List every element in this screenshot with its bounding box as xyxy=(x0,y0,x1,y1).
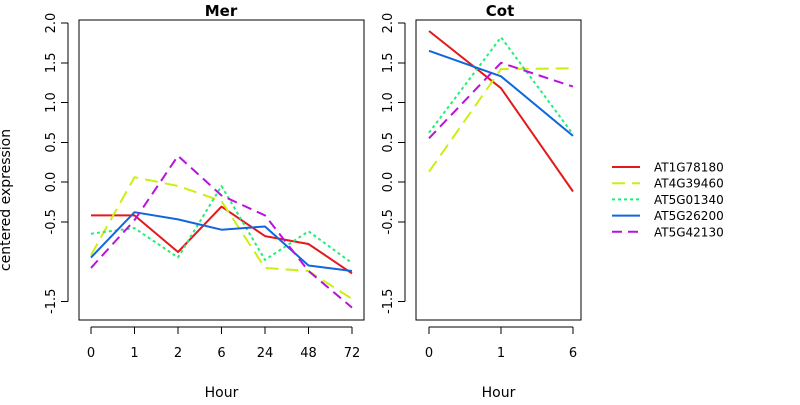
series-line-at5g42130 xyxy=(428,61,574,139)
y-tick-label: -1.5 xyxy=(44,289,59,314)
y-tick-label: 1.0 xyxy=(44,92,59,113)
y-tick-label: 1.0 xyxy=(381,92,396,113)
x-tick-label: 0 xyxy=(87,346,95,361)
legend-label: AT5G26200 xyxy=(654,209,724,223)
x-tick-label: 6 xyxy=(569,346,577,361)
y-tick-label: 1.5 xyxy=(44,52,59,73)
y-tick-label: 0.5 xyxy=(381,132,396,153)
series-group xyxy=(428,30,574,193)
x-tick-label: 6 xyxy=(217,346,225,361)
series-line-at1g78180 xyxy=(428,30,574,193)
series-line-at5g26200 xyxy=(428,49,574,137)
series-group xyxy=(90,154,353,309)
legend-item: AT5G01340 xyxy=(612,193,724,207)
panel-title: Mer xyxy=(205,2,238,20)
legend: AT1G78180 AT4G39460 AT5G01340 AT5G26200 AT5G… xyxy=(612,161,724,239)
series-line-at5g26200 xyxy=(90,211,353,272)
y-tick-label: -0.5 xyxy=(381,209,396,234)
series-line-at5g01340 xyxy=(428,36,574,135)
x-tick-label: 48 xyxy=(300,346,317,361)
y-tick-label: 2.0 xyxy=(44,13,59,34)
y-tick-label: 2.0 xyxy=(381,13,396,34)
x-tick-label: 24 xyxy=(257,346,274,361)
y-tick-label: -0.5 xyxy=(44,209,59,234)
series-line-at5g01340 xyxy=(90,185,353,264)
legend-item: AT1G78180 xyxy=(612,161,724,175)
legend-label: AT5G01340 xyxy=(654,193,724,207)
y-axis-label: centered expression xyxy=(0,129,14,271)
plot-frame xyxy=(415,19,582,321)
series-line-at5g42130 xyxy=(90,154,353,309)
x-tick-label: 0 xyxy=(425,346,433,361)
x-axis-label: Hour xyxy=(482,385,516,400)
legend-label: AT1G78180 xyxy=(654,161,724,175)
x-axis-label: Hour xyxy=(205,385,239,400)
panel-mer: Mer -1.5 -0.5 0.0 0.5 1.0 1.5 2.0 0 1 2 6 24 48 72 Hour xyxy=(44,2,365,401)
x-tick-label: 2 xyxy=(174,346,182,361)
x-tick-label: 1 xyxy=(497,346,505,361)
series-line-at1g78180 xyxy=(91,205,353,275)
x-tick-label: 72 xyxy=(344,346,361,361)
series-line-at4g39460 xyxy=(90,176,353,300)
y-tick-label: 1.5 xyxy=(381,52,396,73)
legend-item: AT5G26200 xyxy=(612,209,724,223)
x-tick-label: 1 xyxy=(130,346,138,361)
legend-item: AT5G42130 xyxy=(612,225,724,239)
legend-item: AT4G39460 xyxy=(612,177,724,191)
legend-label: AT4G39460 xyxy=(654,177,724,191)
legend-label: AT5G42130 xyxy=(654,225,724,239)
panel-title: Cot xyxy=(486,2,514,20)
series-line-at4g39460 xyxy=(428,67,574,173)
y-tick-label: 0.5 xyxy=(44,132,59,153)
plot-frame xyxy=(78,19,365,321)
y-tick-label: 0.0 xyxy=(381,172,396,193)
panel-cot: Cot -1.5 -0.5 0.0 0.5 1.0 1.5 2.0 0 1 6 Hour xyxy=(381,2,582,401)
y-tick-label: 0.0 xyxy=(44,172,59,193)
y-tick-label: -1.5 xyxy=(381,289,396,314)
